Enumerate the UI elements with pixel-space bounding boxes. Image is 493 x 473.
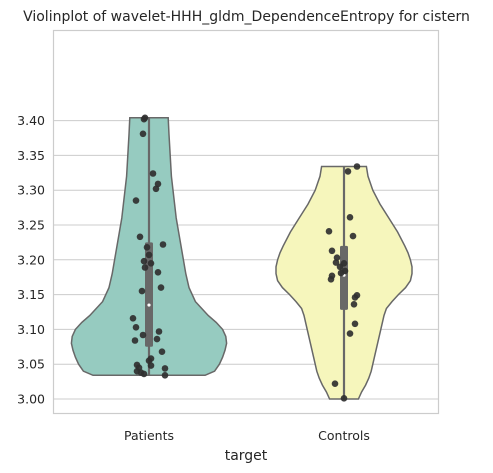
data-point: [152, 185, 160, 193]
data-point: [132, 197, 140, 204]
y-tick-label: 3.20: [17, 252, 45, 267]
data-point: [333, 254, 341, 261]
data-point: [155, 328, 163, 335]
data-point: [138, 287, 146, 295]
data-point: [147, 260, 155, 267]
data-point: [353, 163, 361, 170]
data-point: [351, 320, 359, 328]
y-tick-label: 3.25: [17, 218, 45, 233]
data-point: [147, 362, 155, 369]
data-point: [140, 257, 148, 265]
plot-frame: [52, 29, 440, 415]
data-point: [350, 301, 358, 308]
iqr-box: [340, 245, 348, 310]
data-point: [139, 331, 147, 339]
median-marker: [147, 303, 151, 307]
x-tick-label: Controls: [318, 428, 370, 443]
data-point: [140, 115, 148, 123]
x-tick-labels: Patients Controls: [124, 428, 370, 443]
data-point: [140, 370, 148, 378]
data-point: [159, 241, 167, 248]
data-point: [157, 284, 165, 291]
data-point: [331, 380, 339, 388]
data-point: [145, 251, 153, 259]
data-point: [344, 168, 352, 175]
data-point: [325, 228, 333, 235]
y-tick-label: 3.05: [17, 357, 45, 372]
data-point: [143, 244, 151, 251]
data-point: [136, 233, 144, 241]
y-tick-label: 3.30: [17, 183, 45, 198]
y-tick-label: 3.40: [17, 113, 45, 128]
data-point: [346, 214, 354, 221]
data-point: [139, 130, 147, 138]
data-point: [153, 335, 161, 343]
x-tick-label: Patients: [124, 428, 174, 443]
data-point: [346, 330, 354, 337]
data-point: [141, 264, 149, 271]
y-tick-label: 3.10: [17, 322, 45, 337]
data-point: [161, 372, 169, 379]
x-axis-label: target: [225, 448, 268, 464]
data-point: [351, 294, 359, 301]
data-point: [340, 395, 348, 402]
data-point: [161, 365, 169, 372]
data-point: [132, 324, 140, 331]
data-point: [337, 269, 345, 277]
y-tick-label: 3.15: [17, 287, 45, 302]
y-tick-label: 3.00: [17, 392, 45, 407]
data-point: [154, 269, 162, 276]
data-point: [158, 348, 166, 356]
box-overlays: [145, 117, 348, 399]
data-point: [328, 247, 336, 255]
data-point: [327, 276, 335, 283]
data-point: [349, 232, 357, 240]
strip-points: [129, 114, 361, 402]
data-point: [129, 315, 137, 322]
data-point: [131, 337, 139, 344]
chart-title: Violinplot of wavelet-HHH_gldm_Dependenc…: [23, 9, 470, 25]
data-point: [336, 263, 344, 271]
y-tick-label: 3.35: [17, 148, 45, 163]
y-tick-labels: 3.00 3.05 3.10 3.15 3.20 3.25 3.30 3.35 3.40: [17, 113, 45, 406]
data-point: [332, 259, 340, 266]
data-point: [149, 170, 157, 177]
